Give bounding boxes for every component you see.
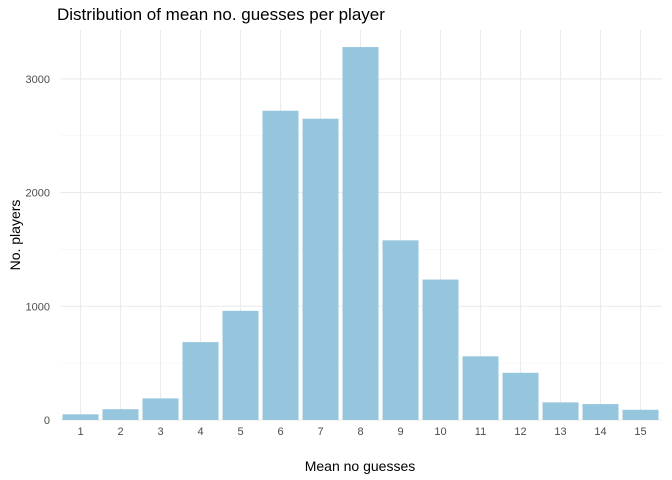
x-tick-label: 11 [475, 426, 486, 438]
x-tick-label: 10 [434, 426, 446, 438]
x-tick-label: 12 [514, 426, 526, 438]
x-tick-label: 15 [634, 426, 646, 438]
x-tick-label: 13 [554, 426, 566, 438]
x-tick-label: 1 [77, 426, 83, 438]
x-axis-title: Mean no guesses [305, 458, 416, 474]
bar-13 [542, 402, 579, 420]
bar-2 [102, 409, 139, 420]
chart-title: Distribution of mean no. guesses per pla… [57, 5, 385, 24]
bar-15 [622, 409, 659, 420]
bar-5 [222, 310, 259, 420]
y-axis-title: No. players [7, 200, 23, 271]
bar-7 [302, 118, 339, 420]
bar-11 [462, 356, 499, 420]
x-axis-ticks: 1 2 3 4 5 6 7 8 9 10 11 12 13 14 15 [77, 426, 646, 438]
bar-14 [582, 404, 619, 420]
x-tick-label: 8 [357, 426, 363, 438]
y-tick-label: 2000 [26, 188, 50, 200]
y-tick-label: 0 [44, 415, 50, 427]
y-tick-label: 3000 [26, 74, 50, 86]
x-tick-label: 6 [277, 426, 283, 438]
x-tick-label: 5 [237, 426, 243, 438]
bar-6 [262, 110, 299, 420]
y-axis-ticks: 0 1000 2000 3000 [26, 74, 50, 427]
x-tick-label: 14 [594, 426, 606, 438]
x-tick-label: 2 [117, 426, 123, 438]
bar-10 [422, 279, 459, 420]
bar-3 [142, 398, 179, 420]
bar-4 [182, 342, 219, 420]
x-tick-label: 7 [317, 426, 323, 438]
bar-9 [382, 240, 419, 420]
y-tick-label: 1000 [26, 301, 50, 313]
x-tick-label: 9 [397, 426, 403, 438]
bars [62, 47, 659, 421]
bar-1 [62, 414, 99, 420]
x-tick-label: 3 [157, 426, 163, 438]
bar-8 [342, 47, 379, 421]
bar-12 [502, 372, 539, 420]
x-tick-label: 4 [197, 426, 203, 438]
